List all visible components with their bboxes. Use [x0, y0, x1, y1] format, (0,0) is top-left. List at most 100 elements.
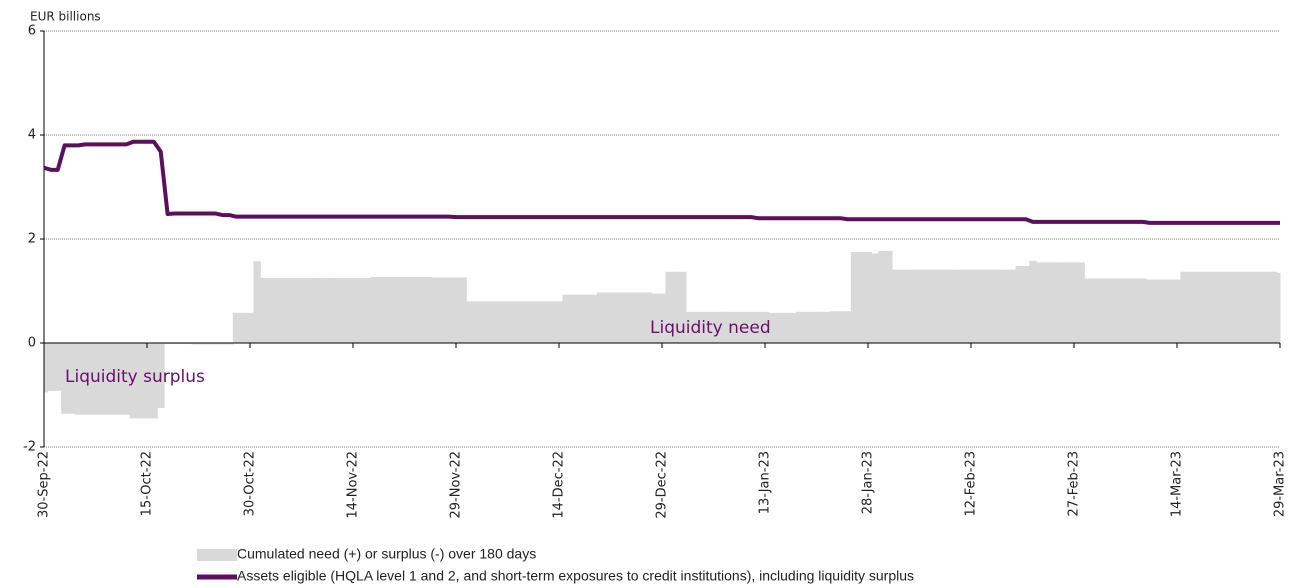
bar — [1118, 278, 1126, 343]
bar — [583, 294, 591, 343]
y-tick-label: 2 — [28, 232, 36, 247]
bar — [734, 311, 742, 343]
bar — [857, 252, 866, 343]
bar — [1008, 269, 1017, 343]
bar — [699, 311, 708, 343]
bar — [686, 311, 694, 343]
bar — [596, 292, 605, 343]
bar — [658, 293, 666, 343]
bar — [1098, 278, 1106, 343]
bar — [548, 301, 557, 343]
bar — [1235, 271, 1243, 343]
x-tick-label: 29-Nov-22 — [449, 451, 464, 519]
bar — [232, 312, 241, 343]
bar — [878, 250, 886, 343]
bar — [246, 312, 254, 343]
bar — [940, 269, 948, 343]
bar — [898, 269, 907, 343]
bar — [274, 278, 282, 343]
bar — [912, 269, 920, 343]
bar — [1276, 272, 1281, 343]
bar — [411, 276, 419, 343]
bar — [754, 311, 763, 343]
bar — [740, 311, 749, 343]
bar — [775, 312, 783, 343]
bar — [377, 276, 385, 343]
bar — [995, 269, 1003, 343]
bar — [782, 312, 790, 343]
bar — [1001, 269, 1010, 343]
bar — [164, 343, 172, 345]
bar — [624, 292, 632, 343]
bar — [1056, 262, 1065, 343]
bar — [136, 343, 145, 419]
bar — [1084, 278, 1092, 343]
bar — [184, 343, 193, 345]
bar — [1049, 262, 1058, 343]
y-axis-label: EUR billions — [30, 10, 101, 24]
bar — [81, 343, 90, 415]
bar — [1063, 262, 1072, 343]
bar — [473, 301, 481, 343]
bar — [534, 301, 543, 343]
bar — [349, 278, 357, 343]
x-tick-label: 28-Jan-23 — [861, 451, 876, 514]
bar — [342, 278, 351, 343]
bar — [1077, 262, 1085, 343]
bar — [88, 343, 96, 415]
bar — [541, 301, 550, 343]
y-tick-label: 6 — [28, 24, 36, 39]
bar — [1139, 278, 1147, 343]
x-tick-label: 29-Mar-23 — [1273, 451, 1288, 517]
bar — [1125, 278, 1133, 343]
bar — [397, 276, 405, 343]
bar — [219, 343, 227, 345]
legend-swatch — [197, 549, 237, 561]
bar — [830, 311, 838, 343]
bar — [1194, 271, 1202, 343]
bar — [988, 269, 996, 343]
bar — [1207, 271, 1216, 343]
bar — [1022, 266, 1030, 343]
bar — [425, 276, 433, 343]
line — [43, 139, 1280, 225]
x-tick-label: 27-Feb-23 — [1067, 451, 1082, 516]
bar — [1146, 279, 1154, 343]
bar — [1214, 271, 1223, 343]
bar — [239, 312, 248, 343]
bar — [727, 311, 735, 343]
bar — [68, 343, 76, 414]
bar — [1036, 262, 1044, 343]
bar — [1221, 271, 1229, 343]
bar — [116, 343, 124, 415]
bar — [1104, 278, 1113, 343]
bar — [452, 277, 460, 343]
bar — [1091, 278, 1099, 343]
bar — [225, 343, 234, 345]
bar — [1152, 279, 1161, 343]
bar — [905, 269, 914, 343]
bar — [150, 343, 158, 419]
bar — [816, 311, 824, 343]
bar — [390, 276, 399, 343]
bar — [706, 311, 714, 343]
x-tick-label: 29-Dec-22 — [655, 451, 670, 519]
bar — [459, 277, 467, 343]
bar — [1111, 278, 1120, 343]
bar — [308, 278, 316, 343]
bar — [967, 269, 975, 343]
bar — [280, 278, 289, 343]
x-tick-label: 14-Dec-22 — [552, 451, 567, 519]
bar — [493, 301, 502, 343]
bar — [919, 269, 927, 343]
bar — [514, 301, 522, 343]
bar — [679, 271, 687, 343]
bar — [191, 343, 199, 345]
bar — [589, 294, 598, 343]
bar — [610, 292, 618, 343]
bar — [370, 276, 378, 343]
bar — [864, 252, 872, 343]
bar — [383, 276, 392, 343]
bar — [1262, 271, 1271, 343]
bar — [631, 292, 639, 343]
